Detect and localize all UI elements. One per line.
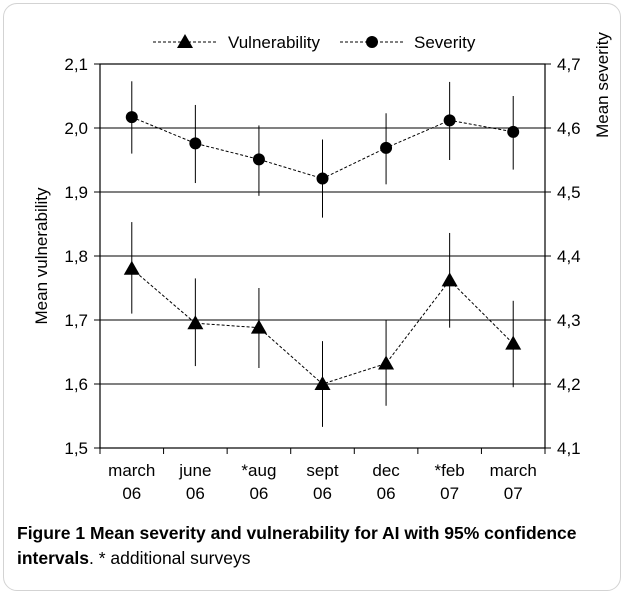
y-right-tick-label: 4,3 <box>557 311 581 330</box>
vulnerability-point <box>250 319 267 334</box>
y-left-tick-label: 1,8 <box>64 247 88 266</box>
y-right-axis-title: Mean severity <box>593 32 612 138</box>
y-right-tick-label: 4,2 <box>557 375 581 394</box>
caption-label: Figure 1 <box>17 523 86 543</box>
y-left-tick-label: 1,6 <box>64 375 88 394</box>
vulnerability-point <box>505 335 522 350</box>
vulnerability-point <box>123 260 140 275</box>
chart: 1,5 4,1 1,6 4,2 1,7 4,3 1,8 4,4 1,9 4,5 2,0 4,6 2,1 4… <box>32 32 612 503</box>
x-tick-label: june <box>178 461 211 480</box>
y-right-tick-label: 4,4 <box>557 247 581 266</box>
severity-point <box>125 111 138 124</box>
y-left-tick-label: 2,0 <box>64 119 88 138</box>
legend-label-vulnerability: Vulnerability <box>228 33 320 52</box>
figure-caption: Figure 1 Mean severity and vulnerability… <box>17 521 612 571</box>
x-tick-label: 07 <box>440 484 459 503</box>
caption-note: . * additional surveys <box>88 548 251 568</box>
x-tick-label: sept <box>306 461 338 480</box>
y-left-tick-label: 1,9 <box>64 183 88 202</box>
vulnerability-point <box>187 315 204 330</box>
severity-point <box>316 172 329 185</box>
severity-point <box>252 153 265 166</box>
y-right-tick-label: 4,7 <box>557 55 581 74</box>
y-left-tick-label: 1,7 <box>64 311 88 330</box>
vulnerability-point <box>314 376 331 390</box>
caption-title: Mean severity and vulnerability for AI w… <box>17 523 577 568</box>
y-right-tick-label: 4,6 <box>557 119 581 138</box>
x-tick-label: *aug <box>241 461 276 480</box>
y-left-tick-label: 1,5 <box>64 439 88 458</box>
severity-point <box>443 114 456 127</box>
vulnerability-point <box>378 355 395 370</box>
x-tick-label: 06 <box>186 484 205 503</box>
x-tick-label: 06 <box>377 484 396 503</box>
legend-label-severity: Severity <box>414 33 476 52</box>
x-tick-label: dec <box>372 461 400 480</box>
severity-point <box>507 125 520 138</box>
y-left-axis-title: Mean vulnerability <box>32 187 51 325</box>
y-right-tick-label: 4,1 <box>557 439 581 458</box>
x-tick-label: 06 <box>249 484 268 503</box>
x-tick-label: *feb <box>435 461 465 480</box>
y-right-tick-label: 4,5 <box>557 183 581 202</box>
legend-marker-vulnerability <box>177 34 193 48</box>
x-tick-label: march <box>108 461 155 480</box>
y-left-tick-label: 2,1 <box>64 55 88 74</box>
figure-frame <box>3 3 621 591</box>
severity-point <box>380 141 393 154</box>
x-tick-label: 06 <box>313 484 332 503</box>
vulnerability-point <box>441 272 458 287</box>
x-tick-label: 06 <box>122 484 141 503</box>
legend-marker-severity <box>366 36 378 48</box>
x-tick-label: march <box>490 461 537 480</box>
severity-point <box>189 137 202 150</box>
x-tick-label: 07 <box>504 484 523 503</box>
